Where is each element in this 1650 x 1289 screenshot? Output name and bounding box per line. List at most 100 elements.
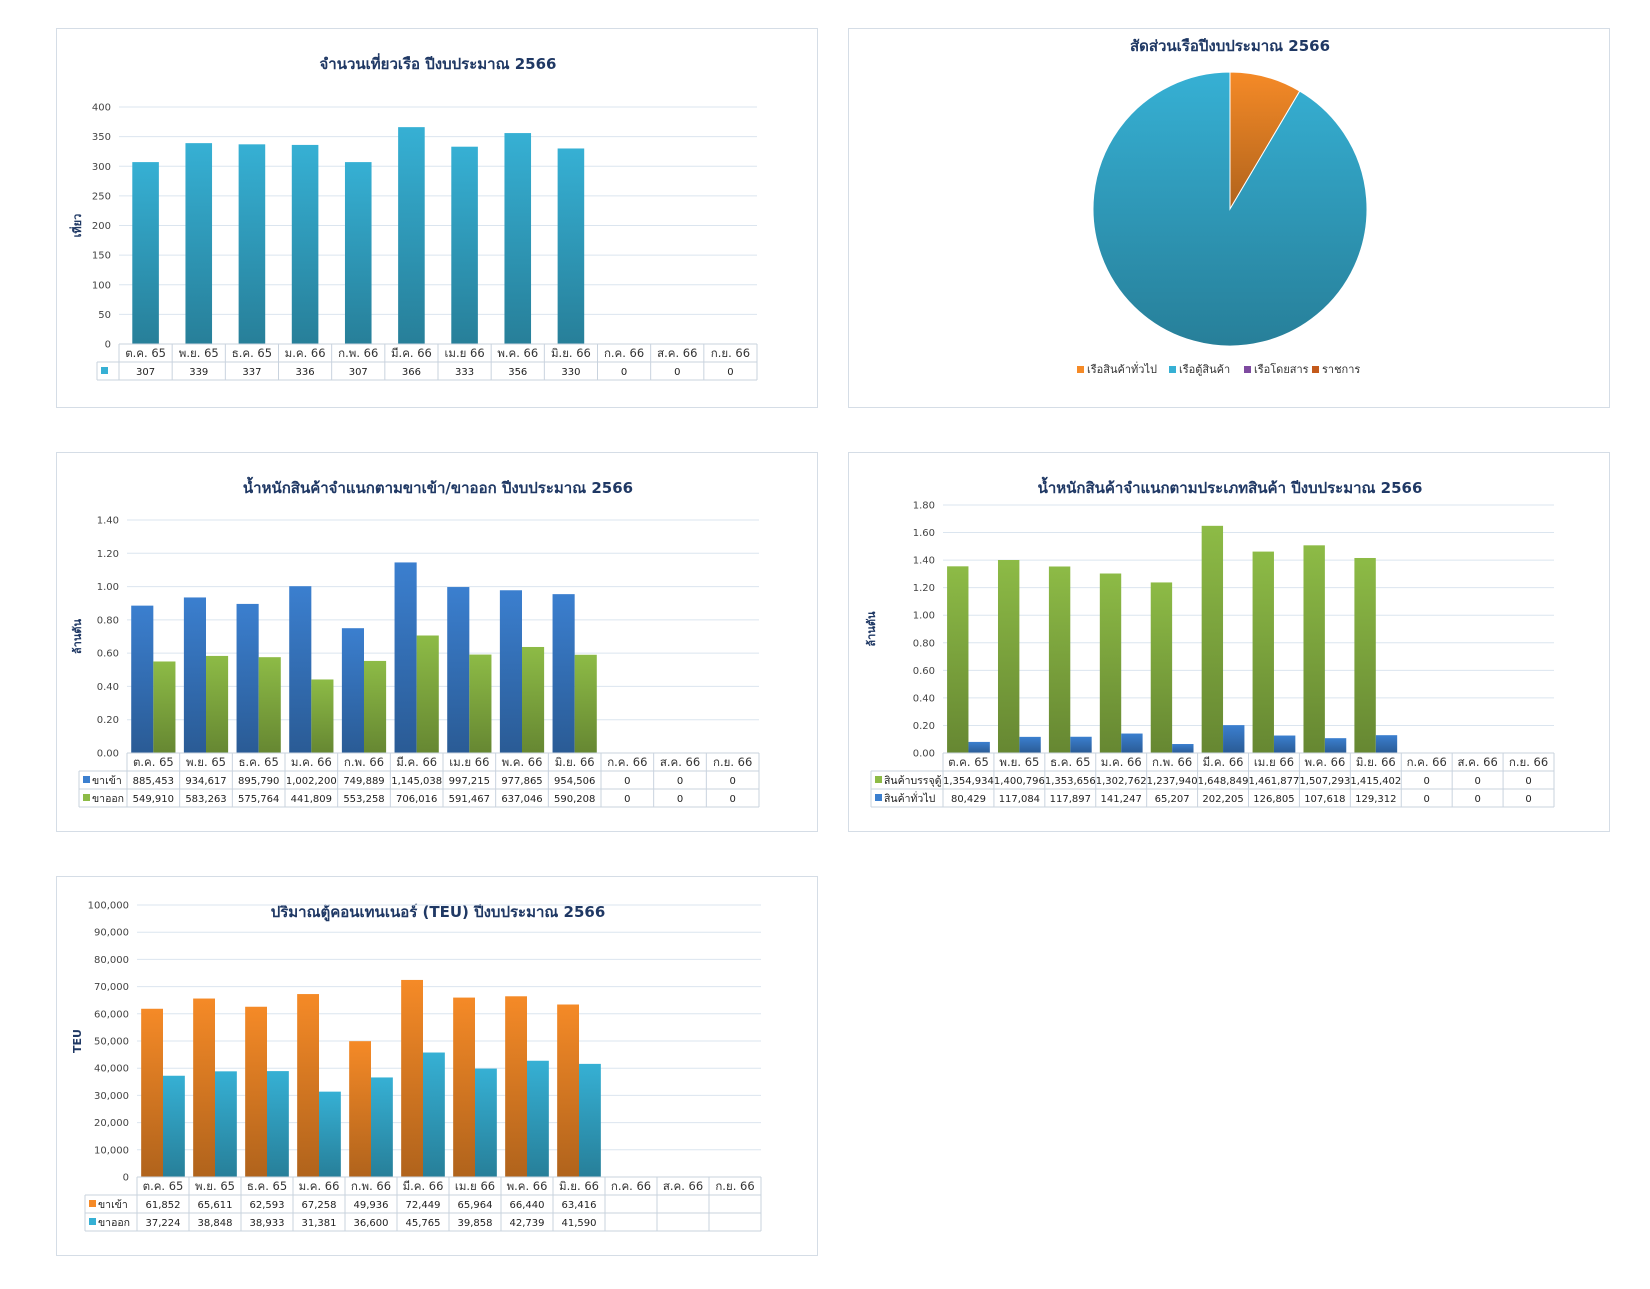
data-label: 126,805: [1253, 794, 1294, 805]
y-tick-label: 100,000: [88, 901, 129, 912]
x-tick-label: ส.ค. 66: [660, 755, 700, 769]
bar: [451, 146, 478, 344]
data-label: 339: [189, 367, 208, 378]
x-tick-label: ส.ค. 66: [663, 1179, 703, 1193]
x-tick-label: ก.ย. 66: [1509, 755, 1548, 769]
x-tick-label: พ.ย. 65: [186, 755, 226, 769]
data-label: 0: [677, 776, 683, 787]
bar: [289, 586, 312, 753]
x-tick-label: ม.ค. 66: [1101, 755, 1142, 769]
chart-title: จำนวนเที่ยวเรือ ปีงบประมาณ 2566: [320, 53, 557, 73]
data-label: 202,205: [1202, 794, 1243, 805]
bar: [1070, 736, 1092, 753]
bar: [267, 1071, 289, 1177]
data-label: 80,429: [951, 794, 986, 805]
data-label: 0: [1474, 794, 1480, 805]
data-label: 1,354,934: [943, 776, 994, 787]
bar: [416, 635, 439, 753]
data-label: 0: [677, 794, 683, 805]
bar: [236, 603, 259, 753]
data-label: 356: [508, 367, 527, 378]
x-tick-label: ต.ค. 65: [948, 755, 989, 769]
data-label: 441,809: [291, 794, 332, 805]
data-label: 997,215: [449, 776, 490, 787]
data-label: 1,145,038: [391, 776, 442, 787]
bar: [1201, 525, 1224, 753]
bar: [499, 590, 522, 753]
bar: [552, 594, 575, 753]
data-label: 895,790: [238, 776, 279, 787]
bar: [344, 162, 372, 344]
bar: [968, 741, 990, 753]
y-tick-label: 0.80: [913, 638, 935, 649]
y-tick-label: 1.20: [97, 549, 119, 560]
legend-key: [1169, 366, 1176, 373]
x-tick-label: ก.ค. 66: [604, 346, 644, 360]
bar: [1303, 545, 1325, 753]
y-tick-label: 1.20: [913, 583, 935, 594]
trips-chart-panel: จำนวนเที่ยวเรือ ปีงบประมาณ 2566 เที่ยว 0 50…: [56, 28, 818, 408]
y-tick-label: 80,000: [94, 955, 129, 966]
bar: [1273, 735, 1296, 753]
x-tick-label: ต.ค. 65: [125, 346, 166, 360]
y-tick-label: 200: [92, 221, 111, 232]
data-label: 1,400,796: [994, 776, 1045, 787]
data-label: 637,046: [501, 794, 542, 805]
y-tick-label: 1.00: [97, 582, 119, 593]
y-axis-label: เที่ยว: [69, 214, 84, 238]
y-tick-label: 20,000: [94, 1118, 129, 1129]
y-tick-label: 0: [105, 340, 111, 351]
bar: [1375, 735, 1398, 753]
series-name: สินค้าทั่วไป: [884, 791, 936, 805]
bar: [341, 628, 364, 753]
data-label: 575,764: [238, 794, 279, 805]
x-tick-label: มิ.ย. 66: [1356, 755, 1396, 769]
bar: [153, 661, 176, 753]
y-tick-label: 400: [92, 103, 111, 114]
bar: [297, 994, 319, 1177]
data-label: 36,600: [354, 1218, 389, 1229]
y-tick-label: 1.60: [913, 528, 935, 539]
legend-label: เรือตู้สินค้า: [1179, 363, 1230, 376]
data-label: 749,889: [343, 776, 384, 787]
bar: [1223, 725, 1245, 753]
x-tick-label: เม.ย 66: [1254, 755, 1294, 769]
y-tick-label: 250: [92, 191, 111, 202]
y-tick-label: 150: [92, 251, 111, 262]
data-label: 39,858: [458, 1218, 493, 1229]
y-tick-label: 10,000: [94, 1145, 129, 1156]
bar: [131, 605, 154, 753]
x-tick-label: พ.ย. 65: [999, 755, 1039, 769]
x-tick-label: เม.ย 66: [444, 346, 484, 360]
data-label: 72,449: [406, 1200, 441, 1211]
data-label: 706,016: [396, 794, 437, 805]
data-label: 954,506: [554, 776, 595, 787]
legend-key: [89, 1218, 96, 1225]
bar: [215, 1071, 237, 1177]
chart-title: ปริมาณตู้คอนเทนเนอร์ (TEU) ปีงบประมาณ 25…: [271, 903, 606, 922]
legend-key: [83, 794, 90, 801]
legend-label: ราชการ: [1322, 363, 1360, 376]
teu-chart-panel: ปริมาณตู้คอนเทนเนอร์ (TEU) ปีงบประมาณ 25…: [56, 876, 818, 1256]
chart-title: น้ำหนักสินค้าจำแนกตามขาเข้า/ขาออก ปีงบปร…: [243, 476, 633, 497]
chart-title: สัดส่วนเรือปีงบประมาณ 2566: [1130, 37, 1330, 55]
y-tick-label: 100: [92, 280, 111, 291]
x-tick-label: ธ.ค. 65: [232, 346, 272, 360]
data-label: 0: [729, 794, 735, 805]
bar: [401, 979, 423, 1177]
data-label: 366: [402, 367, 421, 378]
data-label: 45,765: [406, 1218, 441, 1229]
y-tick-label: 0: [123, 1173, 129, 1184]
series-name: สินค้าบรรจุตู้: [884, 775, 942, 787]
x-tick-label: ก.ย. 66: [713, 755, 752, 769]
data-label: 38,848: [198, 1218, 233, 1229]
ship-ratio-chart-panel: สัดส่วนเรือปีงบประมาณ 2566 เรือสินค้าทั่ว…: [848, 28, 1610, 408]
y-tick-label: 0.40: [913, 693, 935, 704]
y-tick-label: 0.40: [97, 682, 119, 693]
bar: [527, 1060, 549, 1177]
data-label: 0: [624, 776, 630, 787]
bar: [245, 1006, 267, 1177]
data-label: 107,618: [1304, 794, 1345, 805]
y-tick-label: 1.80: [913, 501, 935, 512]
bar: [185, 143, 213, 344]
